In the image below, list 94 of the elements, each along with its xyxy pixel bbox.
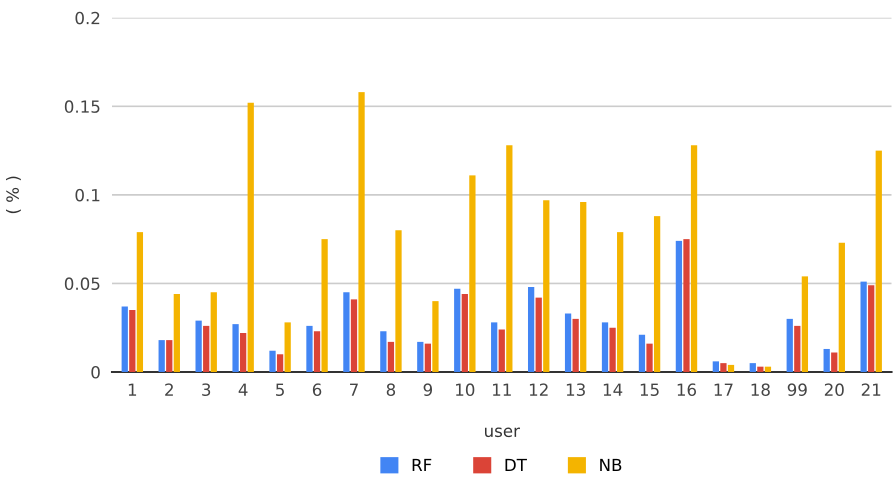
bar [158, 340, 165, 372]
bar [129, 310, 136, 372]
bar [646, 344, 653, 372]
bar [424, 344, 432, 372]
bar [831, 352, 838, 372]
x-tick-label: 1 [128, 384, 136, 396]
bar [454, 288, 460, 372]
y-axis-title: ( % ) [6, 176, 21, 214]
bar [564, 314, 572, 372]
legend-label: NB [600, 458, 622, 471]
bar [358, 92, 365, 372]
x-tick-label: 3 [202, 383, 210, 396]
bar [654, 216, 660, 372]
bar [580, 202, 586, 372]
bar [388, 342, 394, 372]
x-tick-label: 9 [424, 383, 432, 396]
bar [248, 102, 254, 372]
x-tick-label: 20 [824, 383, 844, 396]
bar [802, 276, 808, 372]
x-tick-label: 15 [640, 384, 659, 396]
bar [166, 340, 172, 372]
x-tick-label: 14 [604, 384, 622, 396]
bar [136, 232, 144, 372]
x-tick-label: 7 [350, 384, 358, 396]
x-tick-label: 2 [165, 383, 173, 396]
bar [838, 242, 845, 372]
bar [469, 175, 476, 372]
bar [506, 145, 512, 372]
x-tick-label: 13 [566, 383, 585, 396]
y-tick-label: 0.15 [64, 100, 100, 113]
bar [122, 306, 128, 372]
bar [617, 232, 624, 372]
bar [432, 301, 439, 372]
x-tick-label: 4 [238, 384, 248, 396]
bar [462, 294, 468, 372]
bar [491, 322, 498, 372]
y-tick-label: 0.05 [64, 277, 100, 290]
bar [321, 239, 328, 372]
bar [572, 318, 579, 372]
bar [757, 366, 764, 372]
bar [269, 350, 276, 372]
bar [210, 292, 217, 372]
x-tick-label: 99 [788, 383, 807, 396]
bar [876, 150, 882, 372]
bar [314, 331, 320, 372]
bar [720, 363, 727, 372]
bar [528, 286, 534, 372]
bar [690, 145, 698, 372]
bar [240, 333, 246, 372]
y-tick-label: 0.1 [75, 188, 100, 202]
x-tick-label: 5 [276, 384, 284, 396]
x-tick-label: 8 [386, 383, 396, 396]
x-tick-label: 12 [530, 383, 548, 396]
x-tick-label: 18 [752, 383, 770, 396]
bar [306, 326, 313, 372]
bar [602, 322, 608, 372]
bar [638, 334, 646, 372]
bar [609, 328, 616, 372]
y-tick-label: 0.2 [75, 12, 100, 24]
bar [395, 230, 402, 372]
x-axis-title: user [485, 428, 520, 438]
x-tick-label: 10 [456, 383, 474, 396]
bar [417, 342, 424, 372]
bar [543, 200, 550, 372]
bar [683, 239, 690, 372]
bar [343, 292, 350, 372]
x-tick-label: 16 [678, 383, 696, 396]
bar [203, 326, 210, 372]
bar [380, 331, 386, 372]
bar [174, 294, 180, 372]
bar [498, 329, 505, 372]
bar [195, 320, 202, 372]
bar [728, 364, 734, 372]
bar [824, 348, 830, 372]
x-tick-label: 17 [714, 384, 733, 396]
bar [868, 285, 874, 372]
bar [276, 354, 284, 372]
x-tick-label: 21 [862, 383, 880, 396]
bar [750, 363, 756, 372]
bar [536, 298, 542, 372]
legend-label: RF [412, 458, 432, 471]
bar [860, 282, 867, 372]
x-tick-label: 6 [312, 383, 322, 396]
bar [350, 299, 358, 372]
legend-label: DT [506, 458, 527, 471]
bar [786, 318, 793, 372]
x-tick-label: 11 [492, 384, 511, 396]
bar [284, 322, 291, 372]
bar [794, 326, 800, 372]
bar [712, 361, 719, 372]
y-tick-label: 0 [91, 366, 100, 379]
bar [232, 324, 239, 372]
bar [676, 240, 682, 372]
bar [764, 366, 772, 372]
